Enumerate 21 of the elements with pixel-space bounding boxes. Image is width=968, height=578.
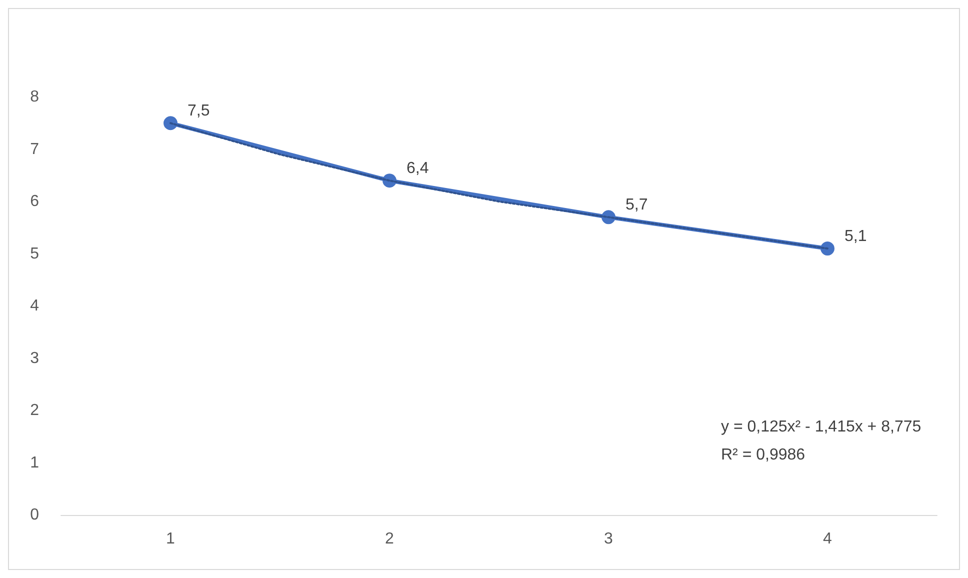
y-tick-label: 1 (30, 454, 40, 472)
data-label: 5,1 (844, 228, 867, 246)
x-tick-label: 2 (385, 530, 394, 548)
point (820, 242, 834, 256)
y-tick-label: 6 (30, 193, 40, 210)
y-tick-label: 2 (30, 402, 40, 419)
y-tick-label: 3 (30, 350, 40, 367)
data-label: 7,5 (188, 102, 210, 120)
data-label: 6,4 (406, 160, 429, 178)
annotation: R² = 0,9986 (721, 446, 806, 464)
x-tick-label: 3 (604, 530, 614, 548)
point (164, 116, 178, 130)
y-tick-label: 5 (30, 245, 40, 262)
y-tick-label: 0 (30, 506, 40, 524)
x-tick-label: 4 (823, 530, 832, 548)
annotation: y = 0,125x² - 1,415x + 8,775 (721, 418, 922, 436)
y-tick-label: 4 (30, 298, 40, 314)
data-label: 5,7 (626, 196, 648, 214)
x-tick-label: 1 (166, 530, 176, 548)
y-tick-label: 8 (30, 88, 40, 106)
y-tick-label: 7 (30, 140, 40, 158)
